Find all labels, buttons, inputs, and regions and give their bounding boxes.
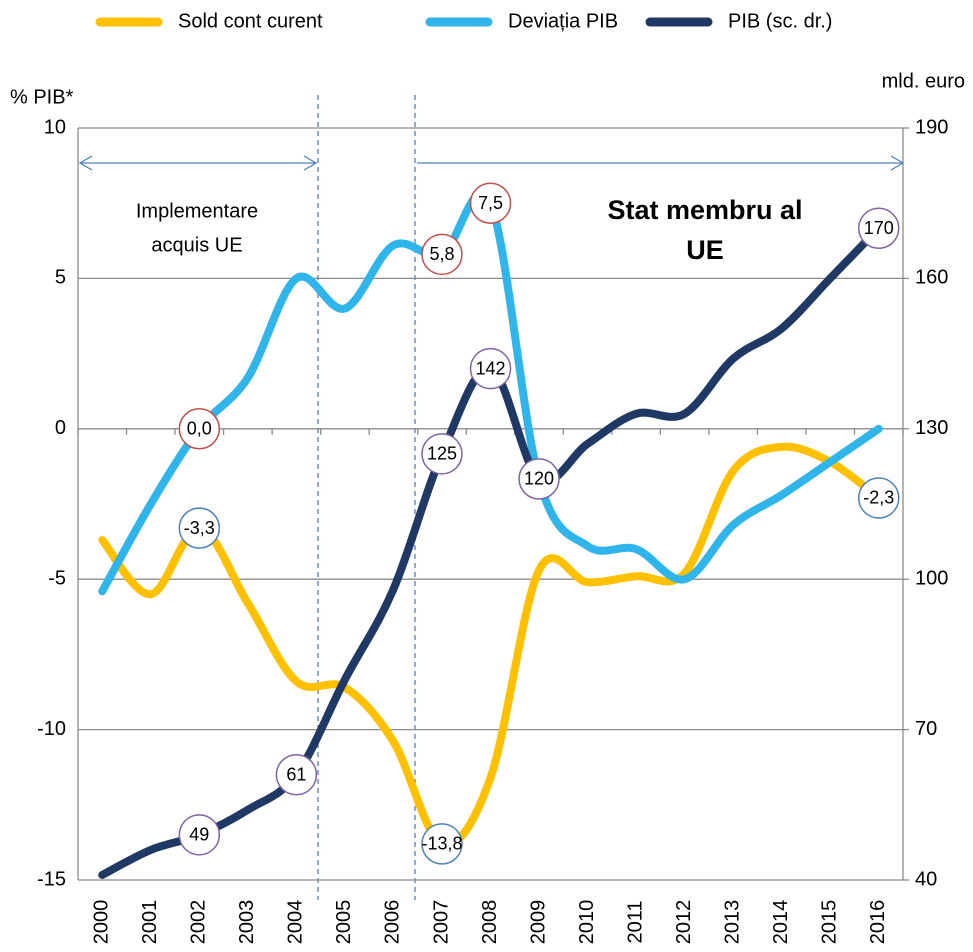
y-axis-title: % PIB* <box>10 86 74 108</box>
legend-label: Deviația PIB <box>508 10 618 32</box>
label-badge <box>421 233 463 276</box>
x-tick-label: 2006 <box>382 900 404 945</box>
label-badge <box>469 182 512 224</box>
label-badge <box>421 433 463 475</box>
x-tick-label: 2007 <box>430 900 452 945</box>
x-tick-label: 2012 <box>673 900 695 945</box>
annotation: UE <box>686 235 724 265</box>
data-label: 120 <box>524 469 554 489</box>
x-tick-label: 2003 <box>236 900 258 945</box>
x-tick-label: 2011 <box>624 900 646 943</box>
x-tick-label: 2009 <box>527 900 549 945</box>
y-tick-label: 10 <box>44 116 66 138</box>
label-badge <box>857 477 900 519</box>
label-badge <box>275 753 318 796</box>
y-tick-label: -15 <box>37 868 66 890</box>
label-badge <box>857 207 900 250</box>
y2-tick-label: 190 <box>915 116 948 138</box>
y-tick-label: 0 <box>55 417 66 439</box>
y2-tick-label: 100 <box>915 567 948 589</box>
label-badge <box>518 458 560 500</box>
annotation: Stat membru al <box>607 195 802 225</box>
x-tick-label: 2010 <box>576 900 598 945</box>
data-label: 49 <box>189 825 209 845</box>
y2-axis-title: mld. euro <box>882 70 965 92</box>
label-badge <box>178 507 221 549</box>
label-badge <box>421 823 463 865</box>
x-tick-label: 2014 <box>770 900 792 945</box>
data-label: 61 <box>286 764 306 784</box>
y2-tick-label: 160 <box>915 267 948 289</box>
series-line <box>98 442 883 849</box>
data-label: 7,5 <box>478 193 503 213</box>
x-tick-label: 2005 <box>333 900 355 945</box>
y2-tick-label: 130 <box>915 417 948 439</box>
x-tick-label: 2008 <box>479 900 501 945</box>
data-label: 142 <box>475 358 505 378</box>
y-tick-label: -5 <box>48 567 66 589</box>
data-label: 170 <box>864 218 894 238</box>
label-badge <box>469 347 512 390</box>
x-tick-label: 2002 <box>188 900 210 945</box>
data-label: -2,3 <box>863 488 894 508</box>
x-tick-label: 2004 <box>285 900 307 945</box>
label-badge <box>178 814 221 856</box>
label-badge <box>178 408 221 450</box>
x-tick-label: 2013 <box>721 900 743 945</box>
data-label: 5,8 <box>429 244 454 264</box>
y-tick-label: -10 <box>37 718 66 740</box>
y-tick-label: 5 <box>55 267 66 289</box>
annotation: acquis UE <box>151 234 242 256</box>
legend-label: Sold cont curent <box>178 10 323 32</box>
data-label: -3,3 <box>184 518 215 538</box>
y2-tick-label: 40 <box>915 868 937 890</box>
x-tick-label: 2016 <box>867 900 889 945</box>
x-tick-label: 2000 <box>91 900 113 945</box>
data-label: -13,8 <box>421 834 462 854</box>
data-label: 0,0 <box>187 419 212 439</box>
data-label: 125 <box>427 444 457 464</box>
annotation: Implementare <box>136 200 258 222</box>
legend-label: PIB (sc. dr.) <box>728 10 832 32</box>
y2-tick-label: 70 <box>915 718 937 740</box>
arrow-head <box>78 155 318 171</box>
x-tick-label: 2001 <box>139 900 161 945</box>
x-tick-label: 2015 <box>818 900 840 945</box>
